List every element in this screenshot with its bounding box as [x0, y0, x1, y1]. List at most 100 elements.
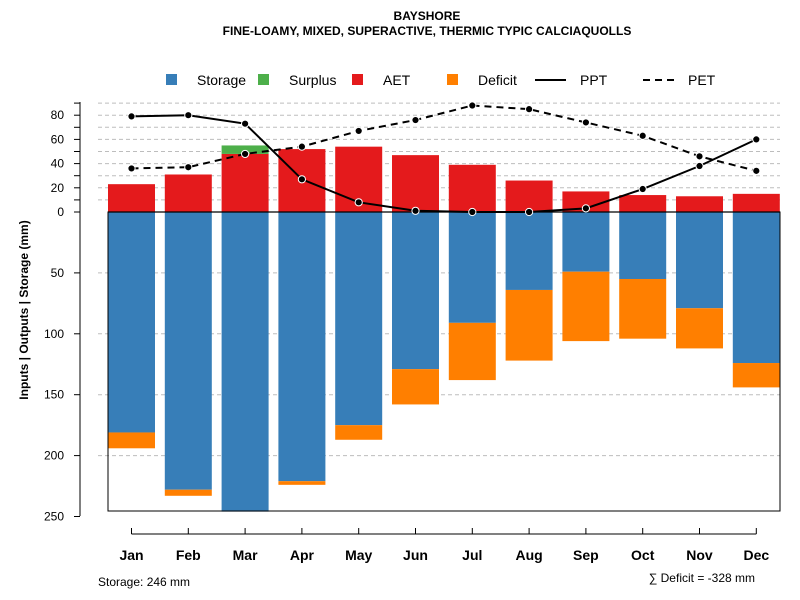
aet-bar-feb: [164, 174, 212, 212]
y-tick-label-lower: 50: [51, 266, 65, 280]
x-tick-label-aug: Aug: [515, 547, 542, 563]
y-tick-label-upper: 60: [51, 132, 65, 146]
ppt-point-apr: [297, 175, 306, 184]
series-lines: [127, 101, 761, 217]
x-tick-label-nov: Nov: [686, 547, 713, 563]
x-tick-label-mar: Mar: [233, 547, 258, 563]
x-tick-label-oct: Oct: [631, 547, 655, 563]
x-tick-label-jun: Jun: [403, 547, 428, 563]
pet-point-dec: [752, 166, 761, 175]
y-tick-label-lower: 100: [44, 327, 64, 341]
pet-point-jul: [468, 101, 477, 110]
y-tick-label-upper: 0: [57, 205, 64, 219]
ppt-point-jul: [468, 207, 477, 217]
x-tick-label-apr: Apr: [290, 547, 315, 563]
pet-point-mar: [241, 149, 250, 159]
storage-bar-sep: [562, 212, 610, 272]
pet-point-sep: [581, 118, 591, 127]
storage-bar-nov: [676, 212, 723, 309]
legend-label-storage: Storage: [197, 72, 246, 88]
pet-line: [131, 104, 757, 172]
legend-swatch-surplus: [258, 74, 269, 85]
pet-point-jan: [127, 164, 136, 173]
pet-point-may: [354, 126, 363, 136]
y-tick-label-upper: 20: [51, 181, 65, 195]
legend-label-pet: PET: [688, 72, 716, 88]
storage-bar-apr: [278, 212, 326, 482]
legend-label-ppt: PPT: [580, 72, 608, 88]
bars: [108, 145, 780, 512]
x-tick-label-dec: Dec: [743, 547, 769, 563]
aet-bar-mar: [221, 153, 269, 212]
aet-bar-jan: [108, 184, 155, 212]
y-tick-label-lower: 200: [44, 449, 64, 463]
storage-bar-may: [335, 212, 383, 426]
ppt-line: [131, 114, 757, 213]
aet-bar-aug: [505, 180, 553, 212]
deficit-bar-jul: [448, 322, 496, 381]
deficit-bar-oct: [619, 278, 667, 339]
ppt-point-aug: [525, 207, 534, 217]
ppt-point-feb: [184, 111, 193, 120]
storage-bar-jul: [448, 212, 496, 323]
x-tick-label-feb: Feb: [176, 547, 201, 563]
ppt-point-may: [354, 198, 363, 207]
y-axis-label: Inputs | Outputs | Storage (mm): [17, 220, 31, 399]
legend-swatch-deficit: [447, 74, 458, 85]
legend: Storage Surplus AET Deficit PPT PET: [166, 72, 716, 88]
ppt-point-sep: [581, 204, 591, 213]
x-tick-label-sep: Sep: [573, 547, 599, 563]
x-tick-label-jan: Jan: [119, 547, 143, 563]
y-tick-label-upper: 40: [51, 157, 65, 171]
pet-point-oct: [638, 131, 647, 140]
deficit-bar-jan: [108, 432, 155, 449]
pet-point-apr: [297, 142, 306, 151]
aet-bar-oct: [619, 195, 667, 212]
storage-bar-jun: [392, 212, 439, 370]
x-tick-label-jul: Jul: [462, 547, 482, 563]
pet-point-aug: [525, 105, 534, 114]
chart-title: BAYSHORE: [394, 9, 461, 23]
deficit-bar-jun: [392, 369, 439, 405]
storage-bar-mar: [221, 212, 269, 512]
aet-bar-nov: [676, 196, 723, 212]
ppt-point-nov: [695, 161, 704, 171]
legend-label-deficit: Deficit: [478, 72, 517, 88]
aet-bar-jun: [392, 155, 439, 212]
legend-label-surplus: Surplus: [289, 72, 336, 88]
deficit-bar-aug: [505, 289, 553, 361]
legend-swatch-aet: [352, 74, 363, 85]
ppt-point-jan: [127, 112, 136, 121]
storage-bar-dec: [732, 212, 780, 364]
deficit-bar-dec: [732, 363, 780, 388]
storage-bar-aug: [505, 212, 553, 290]
surplus-bar-mar: [221, 145, 269, 154]
ppt-point-oct: [638, 184, 647, 194]
deficit-bar-apr: [278, 481, 326, 485]
storage-total-label: Storage: 246 mm: [98, 575, 190, 589]
y-tick-label-lower: 150: [44, 388, 64, 402]
deficit-bar-nov: [676, 308, 723, 349]
deficit-bar-sep: [562, 271, 610, 342]
x-tick-label-may: May: [345, 547, 372, 563]
storage-bar-oct: [619, 212, 667, 279]
ppt-point-dec: [752, 135, 761, 144]
aet-bar-dec: [732, 193, 780, 212]
ppt-point-jun: [411, 206, 420, 215]
deficit-bar-feb: [164, 489, 212, 496]
legend-swatch-storage: [166, 74, 177, 85]
ppt-point-mar: [241, 119, 250, 128]
storage-bar-feb: [164, 212, 212, 490]
aet-bar-jul: [448, 164, 496, 212]
chart-subtitle: FINE-LOAMY, MIXED, SUPERACTIVE, THERMIC …: [223, 24, 632, 38]
legend-label-aet: AET: [383, 72, 411, 88]
deficit-bar-may: [335, 425, 383, 440]
y-tick-label-lower: 250: [44, 510, 64, 524]
aet-bar-sep: [562, 191, 610, 212]
pet-point-jun: [411, 115, 420, 125]
pet-point-feb: [184, 163, 193, 172]
y-tick-label-upper: 80: [51, 108, 65, 122]
pet-point-nov: [695, 152, 704, 161]
storage-bar-jan: [108, 212, 155, 433]
